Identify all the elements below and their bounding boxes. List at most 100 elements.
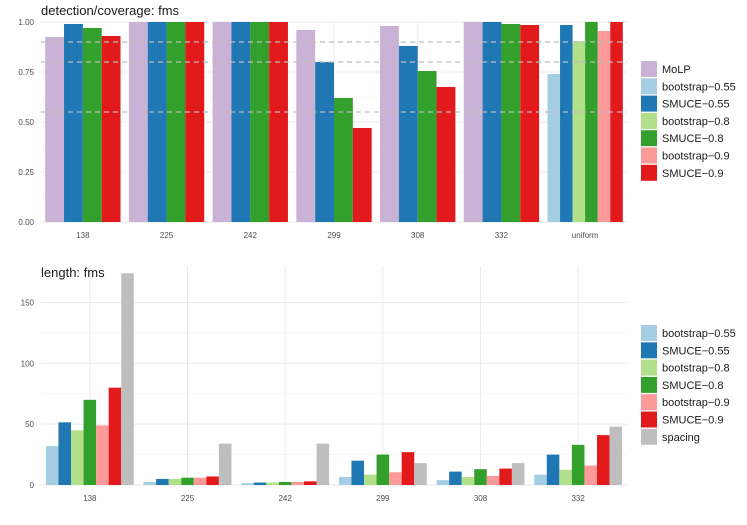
bar	[218, 443, 232, 485]
bar	[597, 435, 610, 485]
bar	[250, 22, 270, 222]
legend-label: bootstrap−0.9	[662, 151, 730, 163]
bar	[572, 41, 586, 222]
bar	[128, 22, 148, 222]
bar	[338, 477, 352, 485]
legend-label: SMUCE−0.55	[662, 99, 730, 111]
bar	[166, 22, 186, 222]
bar	[253, 482, 267, 485]
bar	[64, 24, 83, 222]
bar	[212, 22, 232, 222]
legend-label: MoLP	[662, 64, 691, 76]
legend-label: bootstrap−0.9	[662, 397, 730, 409]
bar	[417, 71, 437, 222]
bar	[534, 474, 547, 485]
bar	[436, 480, 450, 485]
x-tick-label: 308	[411, 231, 425, 240]
legend-label: SMUCE−0.9	[662, 415, 723, 427]
bar	[486, 475, 500, 485]
panel-title: detection/coverage: fms	[41, 3, 180, 18]
x-tick-label: 225	[181, 494, 195, 503]
legend-label: SMUCE−0.9	[662, 168, 723, 180]
bar	[101, 36, 121, 222]
legend-swatch	[641, 376, 657, 393]
bar	[597, 31, 611, 222]
bar	[83, 399, 97, 485]
legend-swatch	[641, 359, 657, 376]
bar	[231, 22, 251, 222]
bar	[269, 22, 288, 222]
bar	[501, 24, 521, 222]
bar	[414, 463, 427, 485]
bar	[520, 25, 540, 222]
bar	[609, 426, 623, 485]
legend: MoLP bootstrap−0.55 SMUCE−0.55 bootstrap−0.…	[641, 61, 736, 181]
legend: bootstrap−0.55 SMUCE−0.55 bootstrap−0.8 SMU…	[641, 325, 736, 445]
legend-swatch	[641, 164, 657, 181]
bar	[571, 444, 585, 485]
bar	[610, 22, 623, 222]
x-tick-label: 299	[327, 231, 341, 240]
bar	[334, 98, 353, 222]
bar	[206, 476, 219, 485]
legend-swatch	[641, 342, 657, 359]
legend-label: bootstrap−0.8	[662, 116, 730, 128]
bar	[121, 273, 134, 485]
bar	[449, 471, 462, 485]
bar	[499, 468, 512, 485]
legend-swatch	[641, 130, 657, 147]
y-tick-label: 0.50	[18, 118, 34, 127]
chart-panel-1: 0.00 0.25 0.50 0.75 1.00 138 225 242 299 308 332 un…	[18, 3, 735, 240]
bar	[108, 387, 122, 485]
bar	[278, 481, 292, 485]
bar	[511, 463, 525, 485]
bar	[316, 443, 330, 485]
legend-swatch	[641, 411, 657, 428]
bar	[296, 30, 316, 222]
x-tick-label: 225	[160, 231, 174, 240]
x-tick-label: 242	[278, 494, 292, 503]
x-tick-label: 332	[495, 231, 509, 240]
bar	[474, 469, 487, 485]
legend-swatch	[641, 394, 657, 411]
x-tick-label: 299	[376, 494, 390, 503]
x-tick-label: uniform	[572, 231, 599, 240]
bar	[482, 22, 502, 222]
x-tick-label: 332	[571, 494, 585, 503]
legend-label: SMUCE−0.55	[662, 345, 730, 357]
legend-swatch	[641, 428, 657, 445]
bar	[547, 74, 561, 222]
legend-swatch	[641, 112, 657, 129]
x-tick-label: 308	[474, 494, 488, 503]
bar	[401, 452, 415, 485]
chart-panel-2: 0 50 100 150 138 225 242 299 308 332 length: fms bo…	[21, 265, 736, 503]
bar	[584, 465, 598, 485]
bar	[266, 482, 279, 485]
legend-swatch	[641, 325, 657, 341]
y-tick-label: 0	[30, 481, 35, 490]
bar	[143, 481, 157, 485]
panel-title: length: fms	[41, 265, 105, 280]
y-tick-label: 150	[21, 299, 35, 308]
y-tick-label: 0.00	[18, 218, 34, 227]
bar	[58, 422, 71, 485]
legend-swatch	[641, 95, 657, 112]
bar	[45, 37, 65, 222]
bar	[45, 446, 59, 485]
bar	[461, 477, 475, 485]
bar	[559, 469, 572, 485]
legend-label: spacing	[662, 432, 700, 444]
legend-swatch	[641, 78, 657, 95]
bar	[585, 22, 598, 222]
bar	[168, 478, 182, 485]
legend-swatch	[641, 147, 657, 164]
x-tick-label: 138	[76, 231, 90, 240]
bar	[156, 478, 169, 485]
bar	[546, 454, 560, 485]
bar	[185, 22, 205, 222]
bar	[70, 430, 84, 485]
x-tick-label: 242	[244, 231, 258, 240]
y-tick-label: 0.75	[18, 68, 34, 77]
